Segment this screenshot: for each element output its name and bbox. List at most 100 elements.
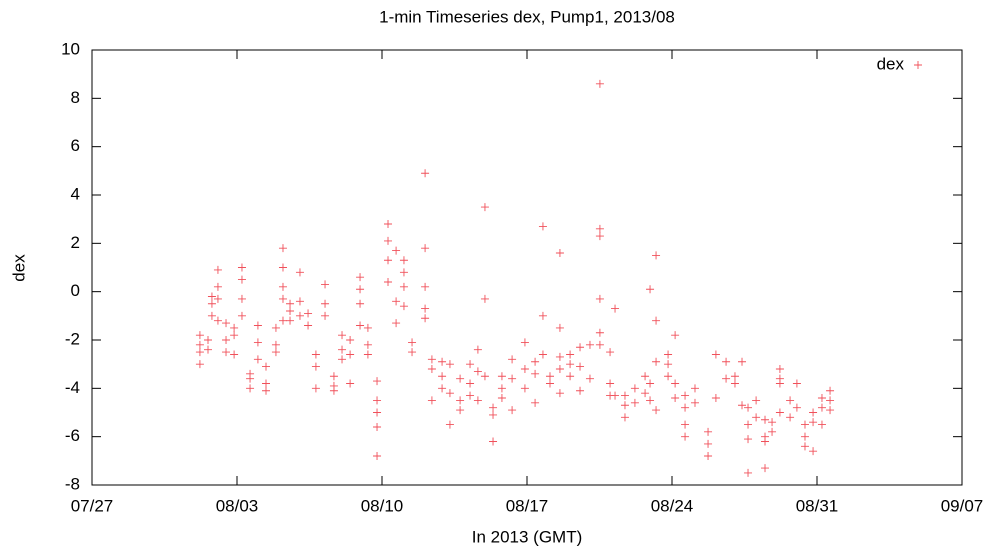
point bbox=[356, 321, 365, 330]
x-tick-label: 07/27 bbox=[71, 496, 114, 515]
point bbox=[817, 420, 826, 429]
point bbox=[531, 398, 540, 407]
point bbox=[786, 396, 795, 405]
point bbox=[373, 423, 382, 431]
point bbox=[473, 367, 482, 376]
point bbox=[363, 340, 372, 349]
point bbox=[271, 323, 280, 332]
point bbox=[555, 352, 564, 361]
point bbox=[399, 282, 408, 291]
point bbox=[321, 311, 330, 320]
point bbox=[278, 244, 287, 253]
y-tick-label: 0 bbox=[71, 281, 80, 300]
point bbox=[222, 348, 231, 357]
point bbox=[576, 343, 585, 352]
point bbox=[761, 437, 770, 446]
point bbox=[681, 432, 690, 441]
x-tick-label: 08/03 bbox=[216, 496, 259, 515]
point bbox=[427, 355, 436, 364]
point bbox=[671, 394, 680, 402]
point bbox=[195, 348, 204, 357]
point bbox=[356, 273, 365, 282]
point bbox=[195, 331, 204, 340]
point bbox=[204, 336, 212, 344]
point bbox=[744, 403, 753, 412]
point bbox=[800, 420, 809, 429]
point bbox=[630, 398, 639, 407]
point bbox=[681, 403, 690, 412]
point bbox=[555, 389, 564, 398]
point bbox=[466, 391, 475, 400]
point bbox=[520, 365, 529, 373]
point bbox=[329, 372, 338, 381]
point bbox=[744, 420, 753, 429]
point bbox=[356, 299, 365, 308]
point bbox=[576, 386, 585, 395]
point bbox=[445, 360, 454, 369]
point bbox=[606, 379, 615, 388]
point bbox=[480, 372, 489, 381]
point bbox=[681, 420, 690, 429]
point bbox=[246, 374, 255, 383]
point bbox=[826, 396, 835, 405]
point bbox=[311, 362, 320, 371]
point bbox=[775, 408, 784, 417]
point bbox=[230, 331, 239, 340]
point bbox=[213, 316, 222, 325]
point bbox=[373, 377, 382, 386]
point bbox=[329, 386, 338, 395]
point bbox=[311, 350, 320, 359]
point bbox=[213, 282, 222, 291]
point bbox=[438, 372, 447, 381]
point bbox=[207, 292, 216, 301]
point bbox=[213, 294, 222, 303]
point bbox=[738, 401, 747, 410]
point bbox=[761, 464, 770, 473]
point bbox=[338, 345, 347, 354]
legend-marker bbox=[914, 61, 922, 69]
point bbox=[520, 384, 529, 393]
point bbox=[213, 265, 222, 274]
point bbox=[262, 362, 270, 371]
point bbox=[421, 169, 430, 178]
point bbox=[438, 384, 447, 393]
point bbox=[363, 323, 372, 332]
point bbox=[392, 297, 401, 306]
point bbox=[278, 316, 287, 325]
y-tick-label: -2 bbox=[65, 329, 80, 348]
point bbox=[620, 413, 629, 422]
point bbox=[237, 294, 246, 303]
point bbox=[421, 282, 430, 291]
point bbox=[508, 406, 517, 415]
point bbox=[489, 403, 498, 412]
point bbox=[262, 386, 270, 395]
point bbox=[538, 311, 547, 320]
point bbox=[230, 323, 239, 332]
point bbox=[630, 384, 639, 393]
point bbox=[480, 294, 489, 303]
point bbox=[456, 396, 465, 405]
point bbox=[346, 336, 355, 344]
point bbox=[230, 350, 239, 359]
point bbox=[421, 314, 430, 323]
point bbox=[384, 256, 393, 265]
point bbox=[555, 323, 564, 332]
point bbox=[473, 345, 482, 354]
point bbox=[304, 321, 313, 330]
point bbox=[304, 309, 313, 318]
point bbox=[286, 299, 295, 308]
point bbox=[278, 263, 287, 272]
point bbox=[399, 302, 408, 311]
point bbox=[508, 355, 517, 364]
point bbox=[473, 396, 482, 405]
point bbox=[311, 384, 320, 393]
point bbox=[246, 384, 255, 393]
point bbox=[826, 406, 835, 415]
point bbox=[253, 338, 262, 347]
y-tick-label: -6 bbox=[65, 426, 80, 445]
x-tick-label: 08/17 bbox=[506, 496, 549, 515]
point bbox=[652, 406, 661, 415]
point bbox=[711, 394, 720, 402]
point bbox=[489, 410, 498, 419]
